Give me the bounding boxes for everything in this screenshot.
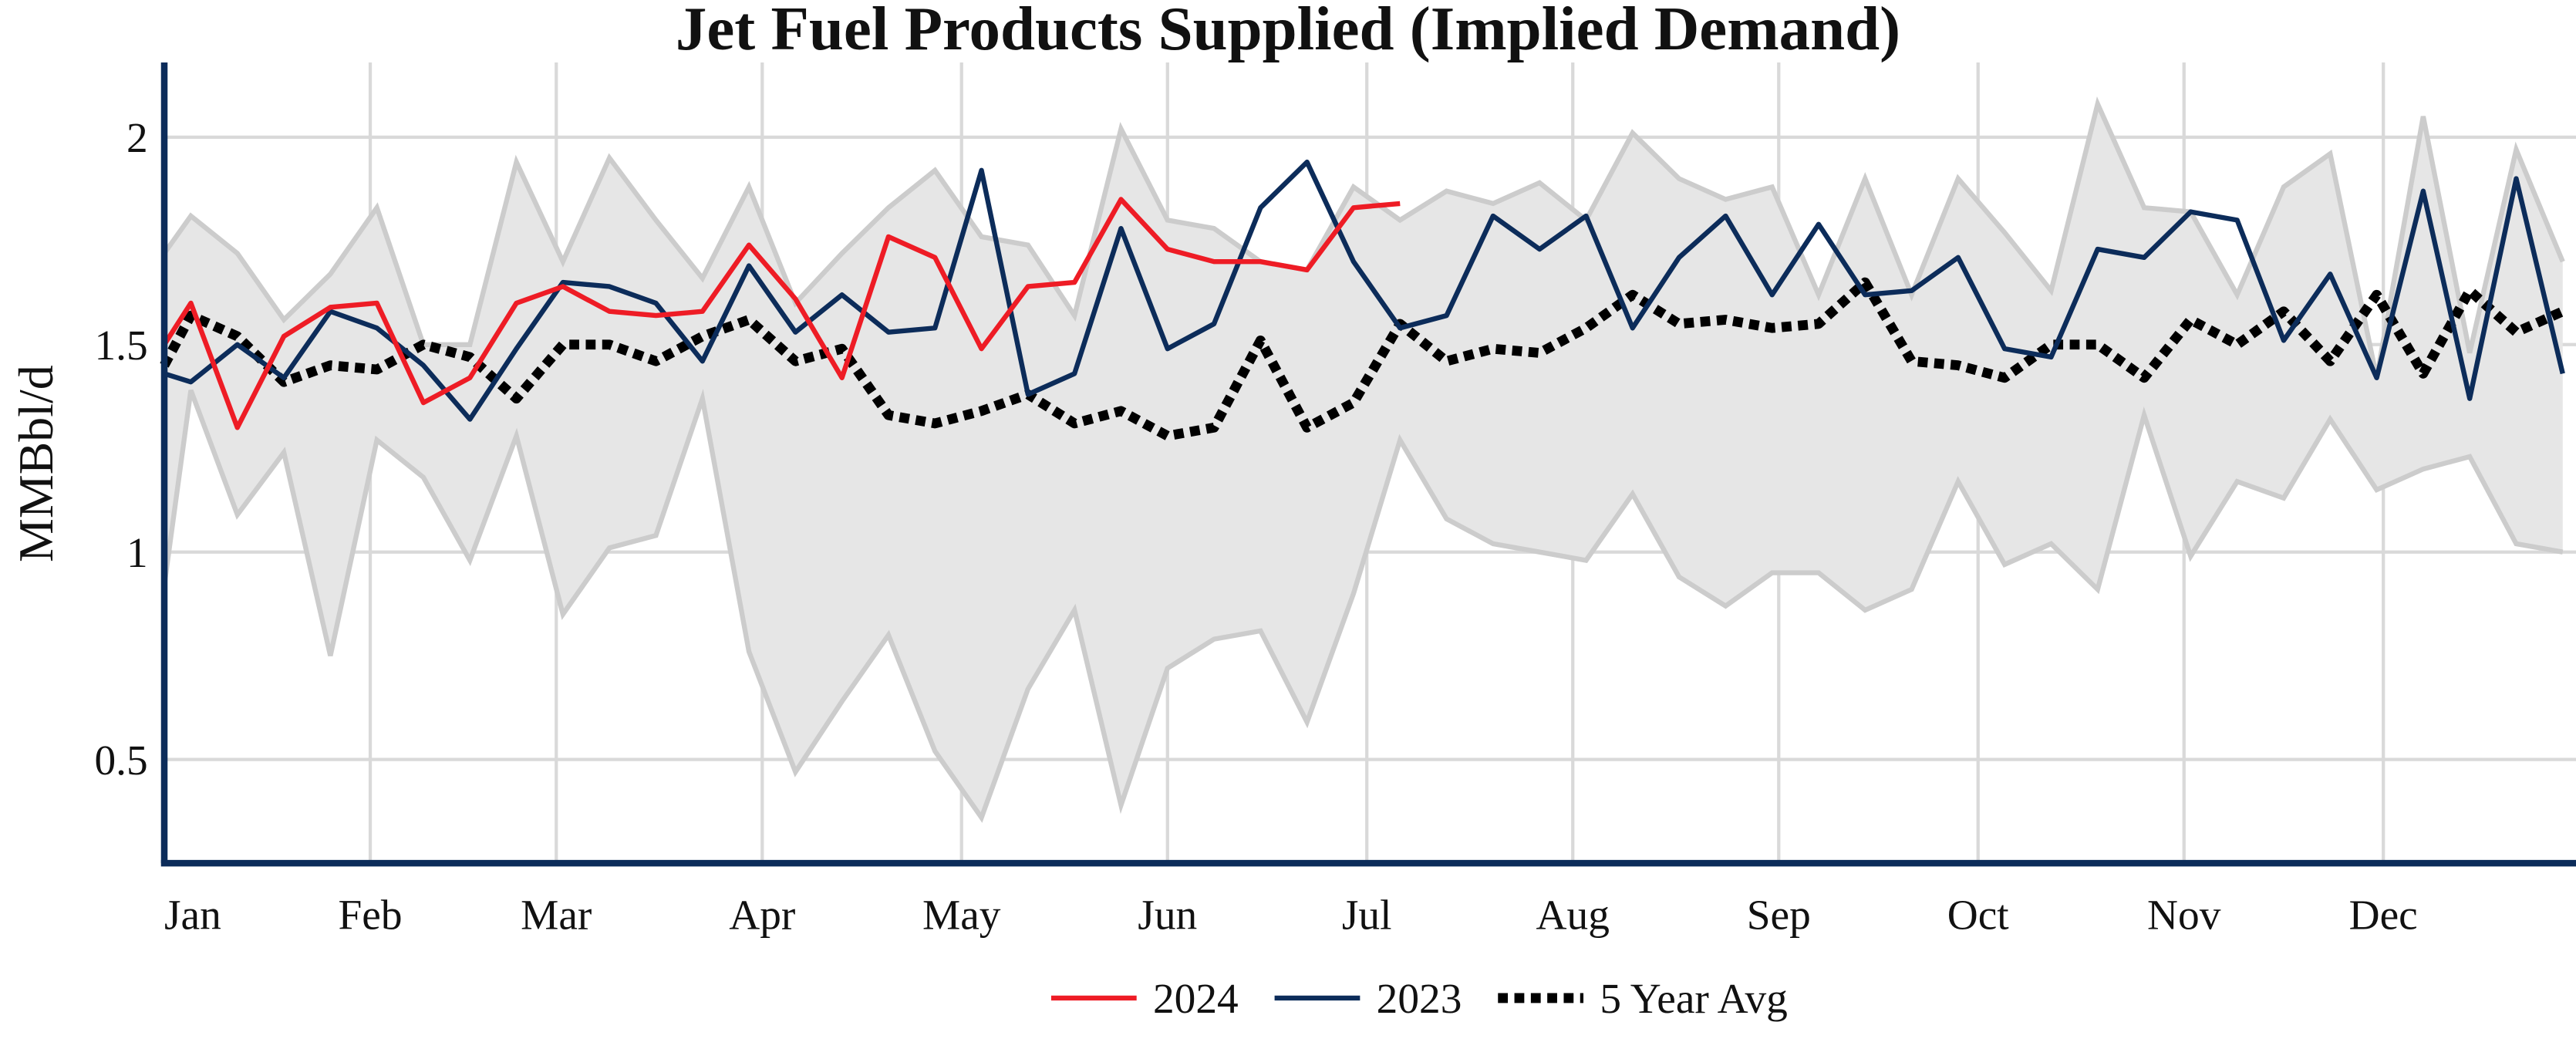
legend-item: 2023 (1274, 975, 1462, 1022)
x-tick-label: Dec (2349, 891, 2418, 938)
x-tick-label: Feb (339, 891, 403, 938)
x-tick-label: Aug (1536, 891, 1610, 938)
x-tick-label: Mar (521, 891, 592, 938)
band-edge (162, 96, 2565, 379)
legend-label: 2024 (1153, 975, 1239, 1022)
y-tick-label: 1.5 (94, 322, 147, 369)
y-tick-label: 0.5 (94, 737, 147, 784)
range-band (164, 103, 2563, 818)
y-axis-label: MMBbl/d (8, 365, 63, 562)
x-tick-label: Jun (1138, 891, 1197, 938)
series-line (160, 277, 2565, 441)
series-line (164, 159, 2565, 422)
legend-label: 5 Year Avg (1600, 975, 1788, 1022)
legend-item: 2024 (1050, 975, 1239, 1022)
x-tick-label: Apr (729, 891, 795, 938)
x-tick-label: Oct (1947, 891, 2010, 938)
legend-label: 2023 (1377, 975, 1462, 1022)
band-edge (161, 389, 2564, 823)
x-tick-label: Nov (2147, 891, 2221, 938)
series-line (162, 197, 1401, 430)
x-tick-label: May (922, 891, 1001, 938)
x-tick-label: Jan (164, 891, 221, 938)
legend-item: 5 Year Avg (1498, 975, 1788, 1022)
y-tick-label: 1 (126, 529, 148, 576)
chart-title: Jet Fuel Products Supplied (Implied Dema… (676, 0, 1900, 63)
y-tick-label: 2 (126, 114, 148, 161)
x-tick-label: Sep (1747, 891, 1811, 938)
x-tick-label: Jul (1342, 891, 1392, 938)
